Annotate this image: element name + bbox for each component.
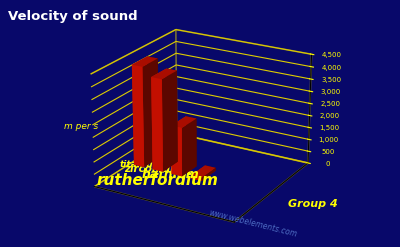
Text: Group 4: Group 4	[288, 200, 338, 209]
Text: Velocity of sound: Velocity of sound	[8, 10, 138, 23]
Text: www.webelements.com: www.webelements.com	[208, 208, 298, 239]
